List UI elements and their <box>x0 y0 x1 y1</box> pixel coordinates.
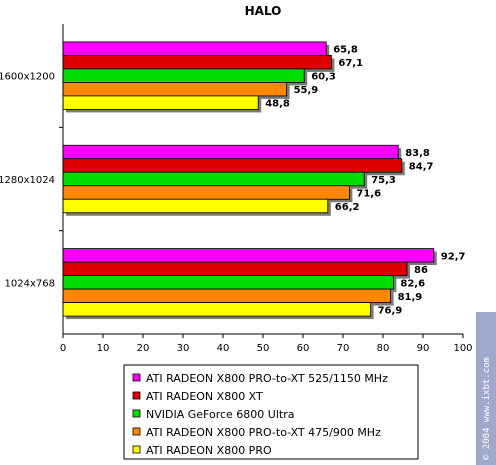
category-label: 1024x768 <box>5 278 55 289</box>
bar <box>62 41 327 56</box>
x-tick-label: 50 <box>257 343 270 354</box>
bar <box>62 302 372 317</box>
bar <box>62 185 350 200</box>
data-label: 82,6 <box>400 278 425 289</box>
bar <box>62 275 394 290</box>
bar <box>62 95 259 110</box>
bar <box>62 261 408 276</box>
data-label: 75,3 <box>371 175 396 186</box>
legend-entry: NVIDIA GeForce 6800 Ultra <box>146 408 294 421</box>
x-tick-label: 30 <box>177 343 190 354</box>
x-tick-label: 40 <box>217 343 230 354</box>
bar <box>62 158 403 173</box>
bar <box>62 82 288 97</box>
x-tick-label: 90 <box>417 343 430 354</box>
watermark-band <box>476 312 496 465</box>
legend-swatch <box>132 427 141 436</box>
watermark-text: © 2004 www.ixbt.com <box>482 357 492 460</box>
legend-swatch <box>132 373 141 382</box>
data-label: 84,7 <box>409 162 434 173</box>
category-label: 1280x1024 <box>0 175 55 186</box>
data-label: 48,8 <box>265 99 290 110</box>
legend-swatch <box>132 391 141 400</box>
bar <box>62 198 329 214</box>
data-label: 66,2 <box>335 202 360 213</box>
x-tick-label: 0 <box>60 343 66 354</box>
legend-entry: ATI RADEON X800 XT <box>146 390 263 403</box>
x-tick-label: 10 <box>97 343 110 354</box>
data-label: 71,6 <box>356 189 381 200</box>
legend-entry: ATI RADEON X800 PRO <box>146 444 272 457</box>
x-tick-label: 100 <box>453 343 472 354</box>
legend-entry: ATI RADEON X800 PRO-to-XT 525/1150 MHz <box>146 372 388 385</box>
legend-entry: ATI RADEON X800 PRO-to-XT 475/900 MHz <box>146 426 381 439</box>
x-tick-label: 60 <box>297 343 310 354</box>
data-label: 83,8 <box>405 148 430 159</box>
data-label: 65,8 <box>333 45 358 56</box>
x-tick-label: 20 <box>137 343 150 354</box>
data-label: 86 <box>414 265 428 276</box>
bars-layer: 65,8 67,160,3 55,9 48,8 83,8 84,7 75,3 71,6 66,2… <box>62 41 466 320</box>
bar <box>62 68 305 83</box>
bar <box>62 55 332 70</box>
data-label: 67,1 <box>338 58 363 69</box>
legend-swatch <box>132 445 141 454</box>
legend: ATI RADEON X800 PRO-to-XT 525/1150 MHz AT… <box>123 364 419 460</box>
data-label: 60,3 <box>311 72 336 83</box>
x-tick-label: 80 <box>377 343 390 354</box>
bar <box>62 171 365 187</box>
data-label: 55,9 <box>294 85 319 96</box>
watermark: © 2004 www.ixbt.com <box>476 312 496 465</box>
data-label: 81,9 <box>398 292 423 303</box>
bar <box>62 248 435 263</box>
data-label: 76,9 <box>378 305 403 316</box>
x-tick-label: 70 <box>337 343 350 354</box>
chart-title: HALO <box>245 4 282 18</box>
bar <box>62 144 399 160</box>
axis-layer: 1600x1200 1280x1024 1024x768 0 10 20 30 40 50 60 7… <box>0 24 473 354</box>
category-label: 1600x1200 <box>0 72 55 83</box>
legend-swatch <box>132 409 141 418</box>
legend-box <box>123 364 419 460</box>
data-label: 92,7 <box>441 251 466 262</box>
bar <box>62 288 392 303</box>
